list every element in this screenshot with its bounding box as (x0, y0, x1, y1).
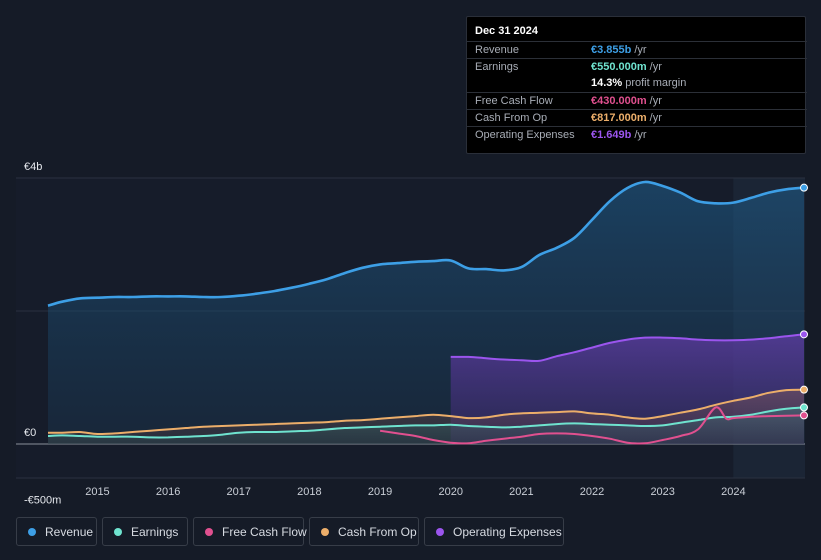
free-cash-flow-end-dot (800, 411, 808, 420)
tooltip-unit: /yr (634, 44, 647, 56)
tooltip-unit: /yr (649, 61, 662, 73)
revenue-end-dot (800, 183, 808, 192)
tooltip-row: Cash From Op €817.000m/yr (467, 109, 807, 126)
x-tick-label: 2022 (580, 486, 604, 498)
operating-expenses-end-dot (800, 330, 808, 339)
tooltip-row-value: €1.649b/yr (591, 129, 647, 141)
tooltip-row-label: Revenue (475, 44, 520, 56)
legend-label: Operating Expenses (453, 525, 562, 539)
earnings-end-dot (800, 403, 808, 412)
legend-item-revenue[interactable]: Revenue (16, 517, 97, 546)
cash-from-op-end-dot (800, 385, 808, 394)
tooltip-unit: /yr (634, 129, 647, 141)
x-tick-label: 2024 (721, 486, 745, 498)
earnings-line (47, 406, 805, 439)
y-axis-label: -€500m (24, 494, 61, 506)
legend-dot-icon (436, 528, 444, 536)
legend-item-earnings[interactable]: Earnings (102, 517, 188, 546)
x-tick-label: 2017 (227, 486, 251, 498)
x-tick-label: 2021 (509, 486, 533, 498)
tooltip-value-text: €1.649b (591, 129, 632, 141)
tooltip-unit: profit margin (625, 77, 687, 89)
tooltip-row: Free Cash Flow €430.000m/yr (467, 92, 807, 109)
tooltip-row: 14.3% profit margin (467, 75, 807, 92)
tooltip-row: Earnings €550.000m/yr (467, 58, 807, 75)
legend-dot-icon (114, 528, 122, 536)
tooltip-row-label: Earnings (475, 61, 519, 73)
x-tick-label: 2016 (156, 486, 180, 498)
legend-label: Earnings (131, 525, 179, 539)
tooltip-value-text: €3.855b (591, 44, 632, 56)
tooltip-row-label: Cash From Op (475, 112, 548, 124)
legend-dot-icon (321, 528, 329, 536)
x-tick-label: 2018 (297, 486, 321, 498)
tooltip-row-value: €430.000m/yr (591, 95, 662, 107)
x-tick-label: 2019 (368, 486, 392, 498)
y-axis-label: €0 (24, 427, 36, 439)
tooltip-row-label: Free Cash Flow (475, 95, 553, 107)
legend-dot-icon (28, 528, 36, 536)
x-tick-label: 2020 (438, 486, 462, 498)
tooltip-value-text: €550.000m (591, 61, 647, 73)
y-axis-label: €4b (24, 161, 42, 173)
tooltip-value-text: €430.000m (591, 95, 647, 107)
tooltip-row: Revenue €3.855b/yr (467, 41, 807, 58)
legend-item-cash-from-op[interactable]: Cash From Op (309, 517, 419, 546)
legend-item-free-cash-flow[interactable]: Free Cash Flow (193, 517, 307, 546)
legend-label: Revenue (45, 525, 94, 539)
tooltip-row-value: €550.000m/yr (591, 61, 662, 73)
free-cash-flow-line (379, 406, 805, 445)
revenue-line (47, 180, 805, 307)
tooltip-value-text: €817.000m (591, 112, 647, 124)
cash-from-op-line (47, 388, 805, 436)
tooltip-row-value: €817.000m/yr (591, 112, 662, 124)
tooltip-row-label: Operating Expenses (475, 129, 575, 141)
x-tick-label: 2023 (650, 486, 674, 498)
legend-label: Free Cash Flow (222, 525, 307, 539)
tooltip-unit: /yr (649, 95, 662, 107)
x-tick-label: 2015 (85, 486, 109, 498)
tooltip-value-text: 14.3% (591, 77, 623, 89)
tooltip-row-value: 14.3% profit margin (591, 77, 686, 89)
legend-item-operating-expenses[interactable]: Operating Expenses (424, 517, 564, 546)
operating-expenses-line (450, 333, 805, 363)
tooltip-row-value: €3.855b/yr (591, 44, 647, 56)
tooltip-unit: /yr (649, 112, 662, 124)
tooltip-date: Dec 31 2024 (475, 25, 538, 37)
tooltip-row: Operating Expenses €1.649b/yr (467, 126, 807, 143)
legend-label: Cash From Op (338, 525, 417, 539)
tooltip: Dec 31 2024 Revenue €3.855b/yr Earnings €55… (466, 16, 807, 154)
legend-dot-icon (205, 528, 213, 536)
